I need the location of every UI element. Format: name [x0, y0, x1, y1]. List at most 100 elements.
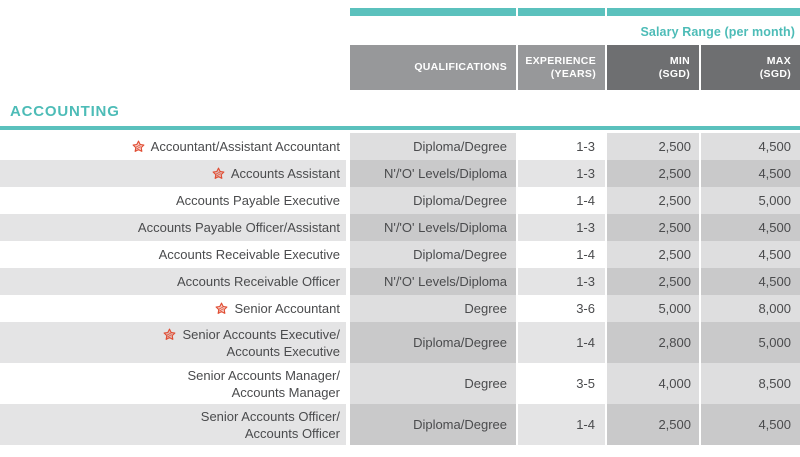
column-header-label: MIN [669, 54, 690, 67]
experience-cell: 3-6 [518, 295, 605, 322]
qualifications-cell: Diploma/Degree [350, 187, 516, 214]
experience-cell: 1-3 [518, 133, 605, 160]
job-title-line: Accounts Manager [232, 384, 340, 401]
job-title-text: Accountant/Assistant Accountant [150, 139, 340, 154]
job-title-cell: Senior Accountant [0, 295, 346, 322]
job-title-line: Accounts Assistant [212, 165, 340, 182]
max-salary-cell: 4,500 [701, 404, 800, 445]
column-header-qualifications: QUALIFICATIONS [350, 45, 516, 90]
max-salary-cell: 4,500 [701, 133, 800, 160]
max-salary-cell: 5,000 [701, 187, 800, 214]
accent-bar-segment [607, 8, 800, 16]
job-title-cell: Accounts Receivable Officer [0, 268, 346, 295]
column-header-experience: EXPERIENCE (YEARS) [518, 45, 605, 90]
job-title-text: Accounts Payable Officer/Assistant [137, 220, 340, 235]
job-title-text: Accounts Assistant [230, 166, 340, 181]
job-title-line: Senior Accounts Officer/ [201, 408, 340, 425]
job-title: Senior Accountant [215, 300, 340, 317]
column-header-label: (SGD) [658, 67, 690, 80]
job-title-cell: Accounts Assistant [0, 160, 346, 187]
column-header-label: EXPERIENCE [525, 54, 596, 67]
experience-cell: 1-4 [518, 187, 605, 214]
experience-cell: 3-5 [518, 363, 605, 404]
min-salary-cell: 2,500 [607, 160, 699, 187]
job-title-cell: Senior Accounts Officer/Accounts Officer [0, 404, 346, 445]
job-title-text: Senior Accountant [234, 301, 340, 316]
min-salary-cell: 2,500 [607, 187, 699, 214]
qualifications-cell: Diploma/Degree [350, 404, 516, 445]
salary-table-body: Accountant/Assistant Accountant Diploma/… [0, 133, 800, 445]
job-title: Senior Accounts Officer/Accounts Officer [201, 408, 340, 442]
job-title: Accounts Payable Officer/Assistant [138, 219, 340, 236]
job-title-text: Accounts Payable Executive [175, 193, 340, 208]
min-salary-cell: 2,500 [607, 268, 699, 295]
table-row: Accounts Payable Executive Diploma/Degre… [0, 187, 800, 214]
column-header-label: QUALIFICATIONS [414, 61, 507, 73]
max-salary-cell: 5,000 [701, 322, 800, 363]
table-row: Senior Accountant Degree 3-6 5,000 8,000 [0, 295, 800, 322]
job-title-text: Accounts Manager [231, 384, 340, 400]
min-salary-cell: 5,000 [607, 295, 699, 322]
max-salary-cell: 8,000 [701, 295, 800, 322]
job-title: Accounts Payable Executive [176, 192, 340, 209]
table-row: Accountant/Assistant Accountant Diploma/… [0, 133, 800, 160]
min-salary-cell: 4,000 [607, 363, 699, 404]
column-header-max-sgd: MAX (SGD) [701, 45, 800, 90]
job-title-text: Accounts Officer [244, 425, 340, 441]
table-row: Senior Accounts Officer/Accounts Officer… [0, 404, 800, 445]
job-title: Accounts Receivable Executive [159, 246, 340, 263]
qualifications-cell: Diploma/Degree [350, 133, 516, 160]
qualifications-cell: N'/'O' Levels/Diploma [350, 214, 516, 241]
min-salary-cell: 2,500 [607, 241, 699, 268]
job-title-line: Accounts Payable Executive [176, 192, 340, 209]
job-title-text: Accounts Executive [226, 343, 340, 359]
job-title-text: Senior Accounts Executive/ [182, 326, 340, 342]
experience-cell: 1-3 [518, 214, 605, 241]
star-icon [164, 328, 176, 340]
job-title-line: Senior Accountant [215, 300, 340, 317]
job-title: Accounts Receivable Officer [177, 273, 340, 290]
job-title-cell: Senior Accounts Executive/Accounts Execu… [0, 322, 346, 363]
table-row: Accounts Assistant N'/'O' Levels/Diploma… [0, 160, 800, 187]
job-title-line: Senior Accounts Manager/ [188, 367, 340, 384]
job-title-cell: Accounts Receivable Executive [0, 241, 346, 268]
table-row: Senior Accounts Manager/Accounts Manager… [0, 363, 800, 404]
experience-cell: 1-3 [518, 160, 605, 187]
section-title-accounting: ACCOUNTING [10, 103, 120, 120]
salary-range-label: Salary Range (per month) [640, 25, 795, 39]
max-salary-cell: 4,500 [701, 160, 800, 187]
min-salary-cell: 2,500 [607, 214, 699, 241]
table-row: Accounts Receivable Executive Diploma/De… [0, 241, 800, 268]
top-accent-bar [0, 8, 800, 16]
job-title-cell: Accountant/Assistant Accountant [0, 133, 346, 160]
job-title-line: Accounts Officer [245, 425, 340, 442]
table-row: Accounts Receivable Officer N'/'O' Level… [0, 268, 800, 295]
star-icon [215, 302, 228, 315]
job-title-line: Accounts Receivable Executive [159, 246, 340, 263]
max-salary-cell: 8,500 [701, 363, 800, 404]
max-salary-cell: 4,500 [701, 241, 800, 268]
job-title: Accountant/Assistant Accountant [132, 138, 340, 155]
job-title-cell: Accounts Payable Executive [0, 187, 346, 214]
table-row: Senior Accounts Executive/Accounts Execu… [0, 322, 800, 363]
min-salary-cell: 2,800 [607, 322, 699, 363]
job-title-text: Accounts Receivable Executive [158, 247, 340, 262]
star-icon [132, 140, 145, 153]
job-title-line: Accounts Receivable Officer [177, 273, 340, 290]
experience-cell: 1-3 [518, 268, 605, 295]
job-title-cell: Senior Accounts Manager/Accounts Manager [0, 363, 346, 404]
accent-bar-segment [518, 8, 605, 16]
qualifications-cell: Diploma/Degree [350, 322, 516, 363]
job-title: Senior Accounts Manager/Accounts Manager [188, 367, 340, 401]
job-title-text: Senior Accounts Manager/ [187, 367, 340, 383]
max-salary-cell: 4,500 [701, 214, 800, 241]
job-title-cell: Accounts Payable Officer/Assistant [0, 214, 346, 241]
column-header-label: (SGD) [759, 67, 791, 80]
column-header-min-sgd: MIN (SGD) [607, 45, 699, 90]
qualifications-cell: N'/'O' Levels/Diploma [350, 268, 516, 295]
job-title-line: Senior Accounts Executive/ [163, 326, 340, 343]
table-column-headers: QUALIFICATIONS EXPERIENCE (YEARS) MIN (S… [0, 45, 800, 90]
star-icon [212, 167, 225, 179]
job-title-line: Accountant/Assistant Accountant [132, 138, 340, 155]
qualifications-cell: Degree [350, 363, 516, 404]
